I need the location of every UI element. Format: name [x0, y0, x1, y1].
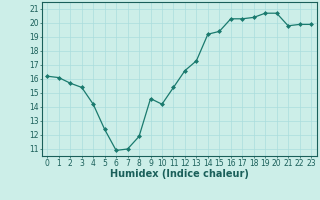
- X-axis label: Humidex (Indice chaleur): Humidex (Indice chaleur): [110, 169, 249, 179]
